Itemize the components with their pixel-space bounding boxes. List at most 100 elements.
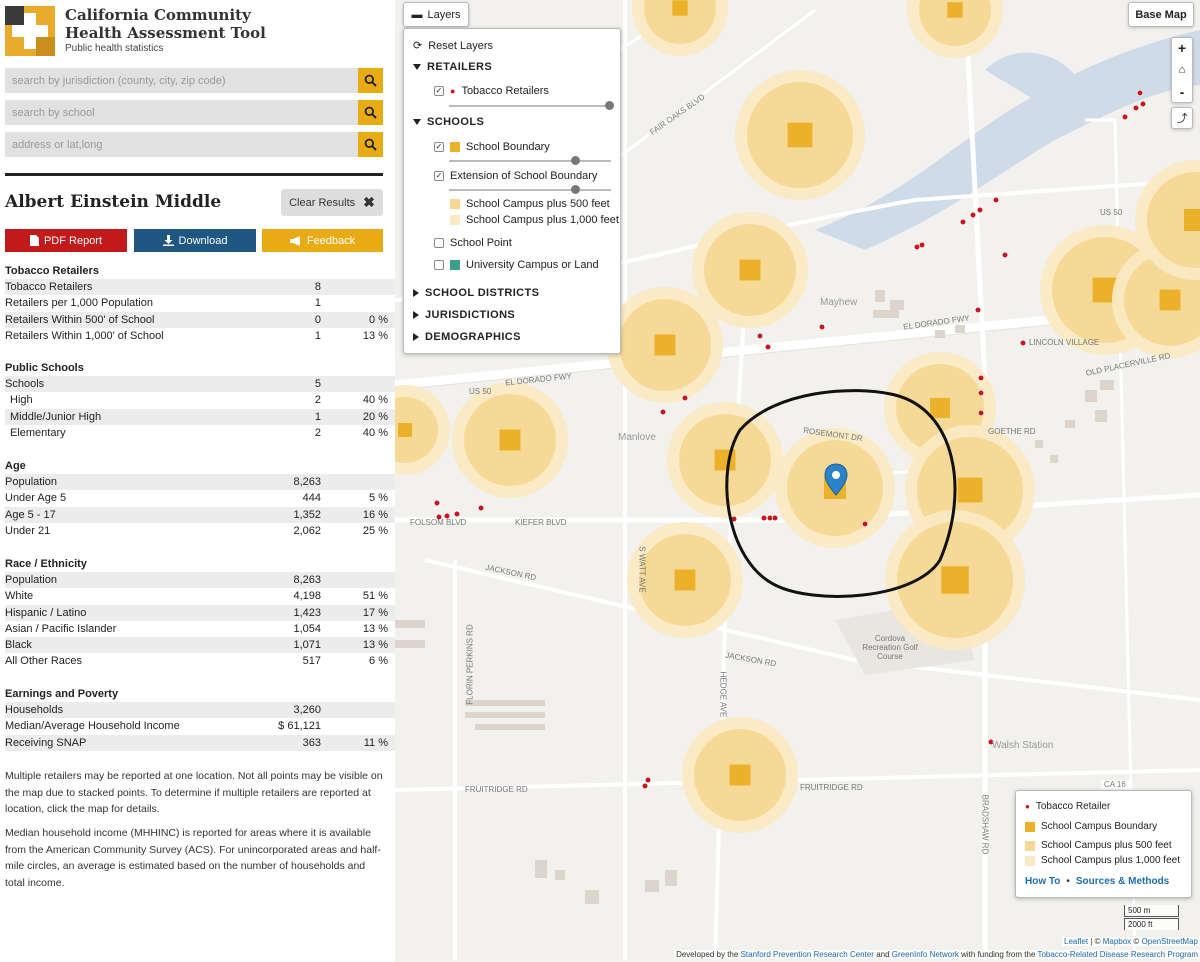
checkbox-checked[interactable]: ✓: [434, 142, 444, 152]
school-boundary[interactable]: [947, 2, 963, 18]
tobacco-retailer-dot[interactable]: [974, 306, 982, 314]
share-button[interactable]: ⤴: [1171, 107, 1193, 129]
leaflet-link[interactable]: Leaflet: [1064, 937, 1089, 946]
school-boundary[interactable]: [729, 764, 751, 786]
address-search-input[interactable]: [5, 132, 358, 157]
trdrp-link[interactable]: Tobacco-Related Disease Research Program: [1037, 950, 1198, 959]
tobacco-retailer-dot[interactable]: [453, 510, 461, 518]
tobacco-retailers-toggle[interactable]: ✓ ● Tobacco Retailers: [434, 85, 549, 97]
slider-handle[interactable]: [605, 101, 614, 110]
school-boundary[interactable]: [672, 0, 688, 16]
school-boundary[interactable]: [941, 566, 969, 594]
map[interactable]: EL DORADO FWY EL DORADO FWY US 50 US 50 …: [395, 0, 1200, 962]
jurisdictions-section[interactable]: JURISDICTIONS: [413, 309, 515, 321]
tobacco-retailer-dot[interactable]: [1019, 339, 1027, 347]
tobacco-retailer-dot[interactable]: [992, 196, 1000, 204]
retailers-section[interactable]: RETAILERS: [413, 61, 492, 73]
pdf-report-button[interactable]: PDF Report: [5, 229, 127, 252]
school-buffer[interactable]: [395, 397, 438, 463]
university-toggle[interactable]: University Campus or Land: [434, 259, 599, 271]
tobacco-retailer-dot[interactable]: [969, 211, 977, 219]
tobacco-retailer-dot[interactable]: [641, 782, 649, 790]
school-point-toggle[interactable]: School Point: [434, 237, 512, 249]
tobacco-retailer-dot[interactable]: [1001, 251, 1009, 259]
school-boundary[interactable]: [674, 569, 696, 591]
howto-link[interactable]: How To: [1025, 876, 1061, 887]
tobacco-retailer-dot[interactable]: [987, 738, 995, 746]
districts-section[interactable]: SCHOOL DISTRICTS: [413, 287, 539, 299]
brand-header[interactable]: California Community Health Assessment T…: [5, 6, 266, 56]
school-boundary[interactable]: [739, 259, 761, 281]
school-buffer[interactable]: [919, 0, 991, 46]
demographics-section[interactable]: DEMOGRAPHICS: [413, 331, 521, 343]
schools-section[interactable]: SCHOOLS: [413, 116, 484, 128]
retailers-opacity-slider[interactable]: [449, 101, 614, 110]
tobacco-retailer-dot[interactable]: [644, 776, 652, 784]
stanford-link[interactable]: Stanford Prevention Research Center: [740, 950, 874, 959]
tobacco-retailer-dot[interactable]: [659, 408, 667, 416]
legend-boundary-label: School Campus Boundary: [1041, 821, 1158, 832]
school-buffer[interactable]: [1147, 172, 1200, 268]
location-marker-icon[interactable]: [824, 463, 848, 497]
tobacco-retailer-dot[interactable]: [681, 394, 689, 402]
sources-link[interactable]: Sources & Methods: [1075, 876, 1170, 887]
tobacco-retailer-dot[interactable]: [818, 323, 826, 331]
basemap-button[interactable]: Base Map: [1128, 2, 1194, 27]
checkbox-checked[interactable]: ✓: [434, 86, 444, 96]
school-boundary[interactable]: [654, 334, 676, 356]
tobacco-retailer-dot[interactable]: [477, 504, 485, 512]
osm-link[interactable]: OpenStreetMap: [1141, 937, 1198, 946]
tobacco-retailer-dot[interactable]: [976, 206, 984, 214]
slider-handle[interactable]: [571, 156, 580, 165]
tobacco-retailer-dot[interactable]: [918, 241, 926, 249]
tobacco-retailer-dot[interactable]: [861, 520, 869, 528]
school-search-input[interactable]: [5, 100, 358, 125]
download-button[interactable]: Download: [134, 229, 256, 252]
tobacco-retailer-dot[interactable]: [760, 514, 768, 522]
clear-results-button[interactable]: Clear Results ✖: [281, 189, 383, 216]
tobacco-retailer-dot[interactable]: [977, 409, 985, 417]
address-search-button[interactable]: [358, 132, 383, 157]
feedback-button[interactable]: Feedback: [262, 229, 383, 252]
school-buffer[interactable]: [644, 0, 716, 44]
checkbox-checked[interactable]: ✓: [434, 171, 444, 181]
reset-layers[interactable]: ⟳ Reset Layers: [413, 39, 493, 53]
home-button[interactable]: ⌂: [1179, 59, 1186, 81]
slider-handle[interactable]: [571, 185, 580, 194]
school-boundary[interactable]: [1184, 209, 1200, 231]
extension-toggle[interactable]: ✓ Extension of School Boundary: [434, 170, 597, 182]
tobacco-retailer-dot[interactable]: [771, 514, 779, 522]
checkbox-unchecked[interactable]: [434, 238, 444, 248]
zoom-out-button[interactable]: -: [1179, 84, 1185, 100]
tobacco-retailer-dot[interactable]: [764, 343, 772, 351]
school-boundary[interactable]: [398, 423, 412, 437]
tobacco-retailer-dot[interactable]: [443, 512, 451, 520]
checkbox-unchecked[interactable]: [434, 260, 444, 270]
school-boundary-toggle[interactable]: ✓ School Boundary: [434, 141, 550, 153]
jurisdiction-search-input[interactable]: [5, 68, 358, 93]
greeninfo-link[interactable]: GreenInfo Network: [891, 950, 959, 959]
tobacco-retailer-dot[interactable]: [1139, 100, 1147, 108]
tobacco-retailer-dot[interactable]: [435, 513, 443, 521]
extension-opacity-slider[interactable]: [449, 185, 611, 194]
layers-toggle-button[interactable]: ▬ Layers: [403, 2, 469, 27]
tobacco-retailer-dot[interactable]: [1132, 104, 1140, 112]
mapbox-link[interactable]: Mapbox: [1102, 937, 1132, 946]
school-boundary[interactable]: [499, 429, 521, 451]
tobacco-retailer-dot[interactable]: [756, 332, 764, 340]
tobacco-retailer-dot[interactable]: [433, 499, 441, 507]
tobacco-retailer-dot[interactable]: [977, 389, 985, 397]
tobacco-retailer-dot[interactable]: [977, 374, 985, 382]
tobacco-retailer-dot[interactable]: [1121, 113, 1129, 121]
school-boundary[interactable]: [930, 398, 950, 418]
tobacco-retailer-dot[interactable]: [959, 218, 967, 226]
school-boundary[interactable]: [1159, 289, 1181, 311]
boundary-opacity-slider[interactable]: [449, 156, 611, 165]
tobacco-retailer-dot[interactable]: [1136, 89, 1144, 97]
jurisdiction-search-button[interactable]: [358, 68, 383, 93]
zoom-in-button[interactable]: +: [1177, 40, 1187, 56]
school-boundary[interactable]: [957, 477, 983, 503]
stat-value: 1: [314, 297, 321, 310]
school-search-button[interactable]: [358, 100, 383, 125]
school-boundary[interactable]: [787, 122, 813, 148]
